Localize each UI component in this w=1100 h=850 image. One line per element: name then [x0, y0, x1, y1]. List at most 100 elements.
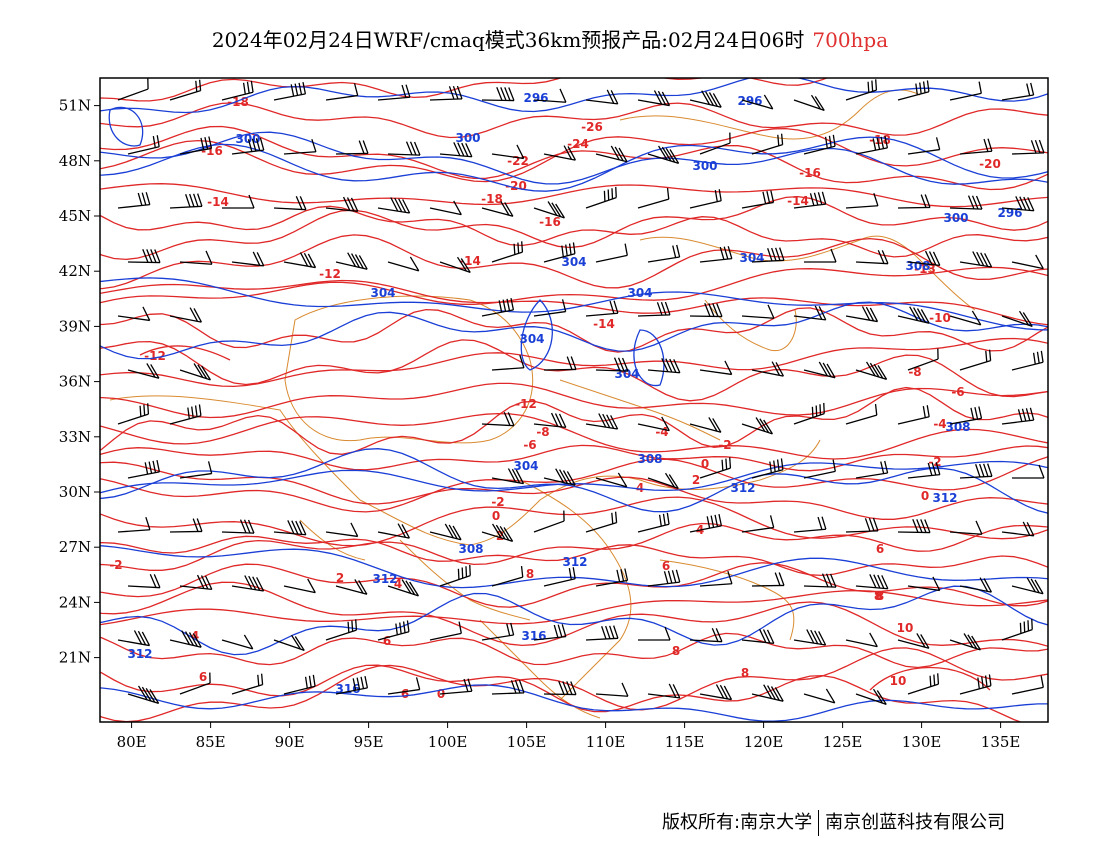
wind-barb	[897, 633, 930, 649]
lat-tick-label: 39N	[59, 317, 91, 335]
height-contour	[100, 131, 1048, 185]
temperature-contour-label: 10	[890, 674, 907, 688]
wind-barb	[897, 80, 930, 101]
temperature-contour-label: 8	[526, 567, 534, 581]
wind-barb	[533, 299, 567, 317]
wind-barb	[699, 132, 731, 155]
temperature-contour	[100, 589, 1048, 626]
height-contour	[100, 585, 1048, 656]
temperature-contour-label: -10	[929, 311, 951, 325]
wind-barb	[949, 81, 982, 101]
wind-barb	[897, 306, 930, 324]
wind-barb	[377, 523, 410, 539]
wind-barb	[907, 462, 941, 479]
wind-barb	[647, 244, 681, 263]
height-contour-label: 304	[513, 459, 538, 473]
wind-barb	[907, 348, 939, 371]
lon-tick-label: 130E	[902, 733, 942, 751]
wind-barb	[1011, 577, 1044, 595]
temperature-contour-label: 6	[199, 670, 207, 684]
wind-barb	[231, 575, 265, 592]
temperature-contour-label: 10	[897, 621, 914, 635]
wind-barb	[481, 523, 514, 542]
wind-barb	[907, 673, 940, 695]
border-line	[559, 379, 721, 441]
border-line	[109, 395, 821, 546]
wind-barb	[741, 94, 774, 110]
wind-barb	[1011, 254, 1044, 270]
height-contour-label: 312	[932, 491, 957, 505]
copyright-footer: 版权所有:南京大学 南京创蓝科技有限公司	[662, 808, 1005, 836]
wind-barb	[221, 519, 255, 534]
wind-barb	[543, 567, 576, 587]
wind-barb	[793, 516, 827, 533]
height-contour	[520, 299, 553, 371]
wind-barb	[585, 413, 619, 430]
temperature-contour-label: 2	[336, 571, 344, 585]
wind-barb	[335, 252, 368, 270]
wind-barb	[481, 297, 515, 317]
wind-barb	[1001, 196, 1035, 212]
wind-barb	[1012, 464, 1045, 479]
wind-barb	[907, 250, 941, 266]
pressure-level-label: 700hpa	[812, 28, 889, 52]
wind-barb	[855, 135, 889, 155]
temperature-contour-label: -20	[979, 157, 1001, 171]
wind-barb	[793, 94, 825, 112]
wind-barb	[949, 520, 983, 535]
copyright-company: 南京创蓝科技有限公司	[825, 812, 1006, 833]
wind-barb	[283, 252, 317, 269]
wind-barb	[387, 141, 421, 156]
border-line	[659, 559, 795, 641]
lat-tick-label: 33N	[59, 428, 91, 446]
wind-barb	[647, 472, 679, 490]
wind-barb	[1001, 618, 1033, 641]
wind-barb	[647, 683, 681, 699]
border-line	[619, 89, 921, 140]
wind-barb	[325, 196, 359, 212]
height-contour	[633, 329, 665, 387]
wind-barb	[689, 513, 723, 533]
height-contour	[100, 301, 1048, 360]
wind-barb	[179, 136, 213, 155]
height-contour	[100, 277, 1048, 331]
height-contour-label: 308	[905, 259, 930, 273]
wind-barb	[117, 516, 151, 533]
footer-separator	[818, 810, 820, 836]
height-contour-label: 304	[370, 286, 395, 300]
wind-barb	[959, 674, 992, 695]
wind-barb	[387, 579, 419, 597]
wind-barb	[845, 632, 878, 648]
wind-barb	[543, 681, 577, 696]
temperature-contour-label: -16	[799, 166, 821, 180]
temperature-contour	[139, 345, 231, 361]
wind-barb	[689, 303, 723, 318]
height-contour-label: 312	[372, 572, 397, 586]
wind-barb	[751, 133, 784, 155]
wind-barb	[377, 620, 410, 641]
border-line	[519, 479, 632, 701]
temperature-contour-label: -14	[207, 195, 229, 209]
wind-barb	[804, 248, 837, 263]
wind-barb	[117, 78, 149, 101]
wind-barb	[533, 624, 567, 641]
wind-barb	[595, 357, 629, 372]
temperature-contour	[100, 522, 1048, 571]
lon-tick-label: 90E	[275, 733, 305, 751]
height-contour-label: 304	[739, 251, 764, 265]
temperature-contour-label: -6	[523, 438, 536, 452]
wind-barb	[127, 685, 160, 704]
wind-barb	[179, 363, 211, 381]
temperature-contour	[100, 444, 1048, 472]
wind-barb	[273, 634, 305, 652]
wind-barb	[751, 684, 784, 702]
wind-barb	[127, 573, 161, 589]
wind-barb	[1001, 82, 1035, 101]
temperature-contour-label: 0	[701, 457, 709, 471]
wind-barb	[803, 459, 836, 479]
wind-barb	[845, 192, 879, 209]
wind-barb	[491, 354, 525, 371]
wind-barb	[595, 145, 628, 163]
wind-barb	[959, 577, 992, 593]
